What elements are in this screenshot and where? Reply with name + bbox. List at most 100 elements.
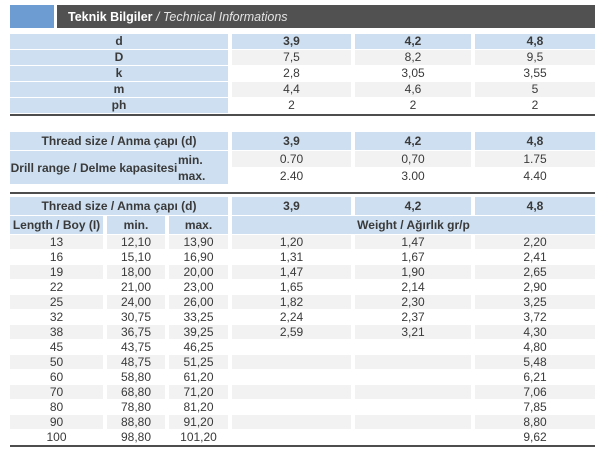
max-value: 13,90 <box>169 235 228 249</box>
spec-value: 2 <box>355 98 471 113</box>
weight-value: 4,80 <box>475 340 595 354</box>
drill-max-value: 4.40 <box>475 168 595 184</box>
length-value: 19 <box>10 265 103 279</box>
spec-value: 5 <box>475 82 595 97</box>
thread-size-value: 3,9 <box>232 197 351 215</box>
weight-value: 1,47 <box>355 235 471 249</box>
length-value: 45 <box>10 340 103 354</box>
weight-value <box>232 430 351 444</box>
separator-line <box>10 114 595 116</box>
length-value: 60 <box>10 370 103 384</box>
spec-value: 3,55 <box>475 66 595 81</box>
weight-value <box>355 385 471 399</box>
spec-row: ph 2 2 2 <box>10 98 595 113</box>
max-value: 23,00 <box>169 280 228 294</box>
min-value: 78,80 <box>107 400 165 414</box>
length-weight-row: 60 58,80 61,20 6,21 <box>10 370 595 384</box>
spec-row: d 3,9 4,2 4,8 <box>10 34 595 49</box>
length-value: 22 <box>10 280 103 294</box>
spec-value: 2 <box>232 98 351 113</box>
spec-row-label: d <box>10 34 228 49</box>
min-value: 58,80 <box>107 370 165 384</box>
weight-value <box>232 370 351 384</box>
spec-row: k 2,8 3,05 3,55 <box>10 66 595 81</box>
weight-value: 3,21 <box>355 325 471 339</box>
min-value: 48,75 <box>107 355 165 369</box>
max-value: 101,20 <box>169 430 228 444</box>
max-value: 20,00 <box>169 265 228 279</box>
spec-value: 8,2 <box>355 50 471 65</box>
weight-value: 4,30 <box>475 325 595 339</box>
length-value: 13 <box>10 235 103 249</box>
length-value: 25 <box>10 295 103 309</box>
length-value: 70 <box>10 385 103 399</box>
drill-max-value: 2.40 <box>232 168 351 184</box>
length-weight-row: 25 24,00 26,00 1,82 2,30 3,25 <box>10 295 595 309</box>
spec-value: 9,5 <box>475 50 595 65</box>
weight-value: 1,47 <box>232 265 351 279</box>
weight-value <box>232 415 351 429</box>
length-weight-row: 70 68,80 71,20 7,06 <box>10 385 595 399</box>
length-weight-row: 50 48,75 51,25 5,48 <box>10 355 595 369</box>
drill-max-value: 3.00 <box>355 168 471 184</box>
thread-size-value: 4,2 <box>355 197 471 215</box>
spec-row: m 4,4 4,6 5 <box>10 82 595 97</box>
drill-minmax-labels: min. max. <box>178 152 228 184</box>
spec-row-label: k <box>10 66 228 81</box>
weight-value <box>232 385 351 399</box>
thread-size-label: Thread size / Anma çapı (d) <box>10 197 228 215</box>
separator-line <box>10 192 595 194</box>
weight-value: 2,59 <box>232 325 351 339</box>
length-value: 80 <box>10 400 103 414</box>
thread-size-value: 4,8 <box>475 132 595 150</box>
weight-value <box>355 370 471 384</box>
length-weight-row: 38 36,75 39,25 2,59 3,21 4,30 <box>10 325 595 339</box>
length-weight-row: 45 43,75 46,25 4,80 <box>10 340 595 354</box>
thread-size-label: Thread size / Anma çapı (d) <box>10 132 228 150</box>
min-value: 88,80 <box>107 415 165 429</box>
weight-column-header: Weight / Ağırlık gr/p <box>232 216 595 234</box>
weight-value: 2,30 <box>355 295 471 309</box>
spec-value: 4,6 <box>355 82 471 97</box>
min-value: 98,80 <box>107 430 165 444</box>
weight-value: 6,21 <box>475 370 595 384</box>
thread-size-value: 3,9 <box>232 132 351 150</box>
length-weight-row: 13 12,10 13,90 1,20 1,47 2,20 <box>10 235 595 249</box>
min-value: 68,80 <box>107 385 165 399</box>
weight-value: 3,72 <box>475 310 595 324</box>
length-weight-table: 13 12,10 13,90 1,20 1,47 2,20 16 15,10 16,90 1,31… <box>10 235 595 444</box>
length-weight-row: 100 98,80 101,20 9,62 <box>10 430 595 444</box>
weight-value: 1,65 <box>232 280 351 294</box>
spec-value: 2 <box>475 98 595 113</box>
drill-min-value: 1.75 <box>475 151 595 167</box>
spec-row: D 7,5 8,2 9,5 <box>10 50 595 65</box>
max-value: 81,20 <box>169 400 228 414</box>
page-title: Teknik Bilgiler / Technical Informations <box>57 5 595 28</box>
page-title-en: / Technical Informations <box>152 9 288 24</box>
weight-value: 7,06 <box>475 385 595 399</box>
weight-value: 2,41 <box>475 250 595 264</box>
weight-value: 9,62 <box>475 430 595 444</box>
spec-row-label: ph <box>10 98 228 113</box>
weight-value <box>232 400 351 414</box>
thread-size-header-row-2: Thread size / Anma çapı (d) 3,9 4,2 4,8 … <box>10 197 595 234</box>
length-column-header: Length / Boy (I) <box>10 216 103 234</box>
weight-value: 2,65 <box>475 265 595 279</box>
min-value: 24,00 <box>107 295 165 309</box>
max-value: 16,90 <box>169 250 228 264</box>
thread-size-value: 4,2 <box>355 132 471 150</box>
min-value: 18,00 <box>107 265 165 279</box>
weight-value: 2,37 <box>355 310 471 324</box>
spec-value: 2,8 <box>232 66 351 81</box>
weight-value: 7,85 <box>475 400 595 414</box>
max-value: 71,20 <box>169 385 228 399</box>
thread-size-value: 4,8 <box>475 197 595 215</box>
max-value: 51,25 <box>169 355 228 369</box>
max-label: max. <box>178 168 206 183</box>
drill-min-value: 0,70 <box>355 151 471 167</box>
length-weight-row: 22 21,00 23,00 1,65 2,14 2,90 <box>10 280 595 294</box>
max-value: 39,25 <box>169 325 228 339</box>
max-value: 33,25 <box>169 310 228 324</box>
drill-range-label: Drill range / Delme kapasitesi <box>10 160 178 175</box>
